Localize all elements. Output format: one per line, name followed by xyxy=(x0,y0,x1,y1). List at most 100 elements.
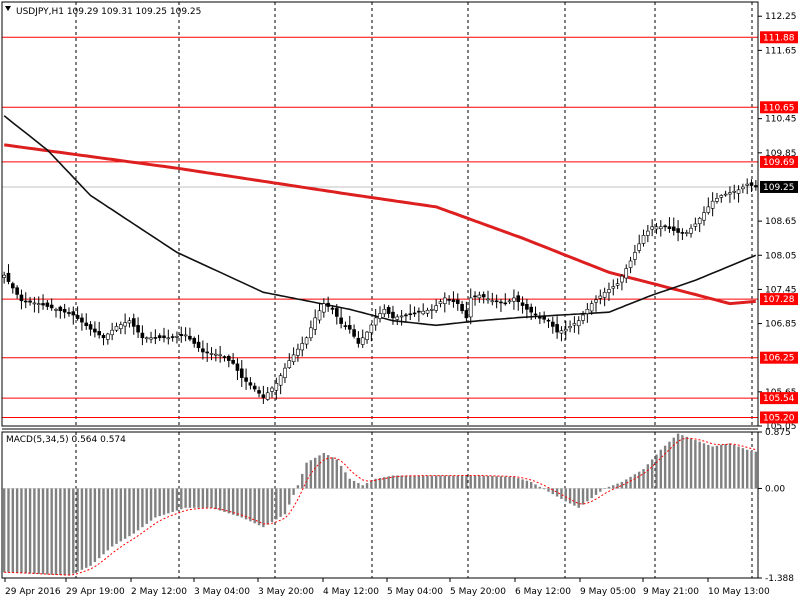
candle-body xyxy=(654,226,659,230)
candle-body xyxy=(317,310,322,321)
candle-body xyxy=(144,337,149,340)
macd-bar xyxy=(314,457,317,489)
candle-body xyxy=(391,311,395,319)
macd-title: MACD(5,34,5) 0.564 0.574 xyxy=(6,435,126,445)
macd-bar xyxy=(54,488,58,575)
candle-body xyxy=(32,302,37,305)
candle-body xyxy=(719,195,724,198)
macd-bar xyxy=(370,480,373,489)
macd-bar xyxy=(67,488,71,576)
price-tag-label: 105.54 xyxy=(763,394,795,404)
macd-bar xyxy=(447,475,451,489)
macd-bar xyxy=(106,488,110,551)
macd-bar xyxy=(63,488,66,576)
macd-bar xyxy=(486,475,490,489)
macd-bar xyxy=(257,488,261,526)
candle-body xyxy=(602,291,607,298)
macd-bar xyxy=(184,488,187,508)
candle-body xyxy=(676,228,680,233)
x-tick-label: 5 May 20:00 xyxy=(450,587,506,597)
macd-bar xyxy=(123,488,127,539)
candle-body xyxy=(382,309,387,315)
candle-body xyxy=(334,308,339,317)
price-tag-label: 106.25 xyxy=(763,354,795,364)
candle-body xyxy=(248,382,253,386)
candle-body xyxy=(110,329,114,336)
candle-body xyxy=(153,337,158,339)
macd-bar xyxy=(413,475,416,489)
price-tag-label: 109.69 xyxy=(763,158,795,168)
macd-bar xyxy=(659,449,662,489)
candle-body xyxy=(693,223,698,227)
macd-bar xyxy=(456,475,459,489)
macd-bar xyxy=(331,457,334,489)
macd-bar xyxy=(733,444,736,489)
candle-body xyxy=(222,356,227,359)
candle-body xyxy=(723,193,728,196)
candle-body xyxy=(179,334,184,336)
x-tick-label: 9 May 05:00 xyxy=(580,587,636,597)
candle-body xyxy=(352,329,356,337)
x-tick-label: 3 May 20:00 xyxy=(258,587,314,597)
candle-body xyxy=(80,317,84,323)
candle-body xyxy=(304,337,309,345)
macd-bar xyxy=(750,450,753,489)
candle-body xyxy=(408,313,413,316)
candle-body xyxy=(106,333,110,340)
y-tick-label: 106.85 xyxy=(765,320,797,330)
candle-body xyxy=(697,217,702,225)
candle-body xyxy=(689,227,693,234)
price-tag-bg xyxy=(760,392,798,405)
macd-bar xyxy=(625,479,628,489)
macd-bar xyxy=(746,449,749,489)
y-tick-label: 105.05 xyxy=(765,422,797,432)
candle-body xyxy=(330,307,335,310)
macd-bar xyxy=(292,488,295,495)
macd-bar xyxy=(707,444,710,489)
macd-bar xyxy=(193,488,196,508)
candle-body xyxy=(136,325,140,333)
candle-body xyxy=(434,305,438,311)
candle-body xyxy=(425,309,430,314)
candle-body xyxy=(291,354,296,363)
candle-body xyxy=(265,392,270,400)
candle-body xyxy=(667,226,672,230)
y-tick-label: 107.45 xyxy=(765,285,797,295)
macd-bar xyxy=(361,485,364,489)
macd-bar xyxy=(711,446,714,489)
macd-bar xyxy=(720,444,723,489)
candle-body xyxy=(360,337,365,345)
macd-bar xyxy=(473,475,477,489)
candle-body xyxy=(356,337,361,344)
price-tag-bg xyxy=(760,411,798,424)
candle-body xyxy=(702,212,706,221)
candle-body xyxy=(576,320,581,327)
macd-bar xyxy=(538,486,542,489)
y-tick-label: 111.65 xyxy=(765,46,797,56)
candle-body xyxy=(395,316,400,320)
macd-bar xyxy=(326,455,330,489)
candle-body xyxy=(309,327,313,339)
candle-body xyxy=(54,309,58,311)
candle-body xyxy=(663,225,667,228)
macd-bar xyxy=(335,459,338,489)
macd-bar xyxy=(434,475,438,489)
candle-body xyxy=(464,310,469,319)
macd-bar xyxy=(426,475,429,489)
candle-body xyxy=(533,313,538,316)
candle-body xyxy=(343,325,348,327)
macd-bar xyxy=(577,488,580,508)
candle-body xyxy=(114,326,119,331)
candle-body xyxy=(481,294,486,298)
candle-body xyxy=(447,299,451,301)
macd-bar xyxy=(305,462,308,489)
collapse-arrow-icon[interactable] xyxy=(5,6,11,11)
candle-body xyxy=(183,334,188,337)
price-tag-bg xyxy=(760,31,798,44)
candle-body xyxy=(568,326,572,329)
macd-bar xyxy=(201,488,205,508)
candle-body xyxy=(261,394,266,398)
price-levels xyxy=(2,36,758,418)
candle-body xyxy=(131,318,136,327)
x-tick-label: 6 May 12:00 xyxy=(515,587,571,597)
